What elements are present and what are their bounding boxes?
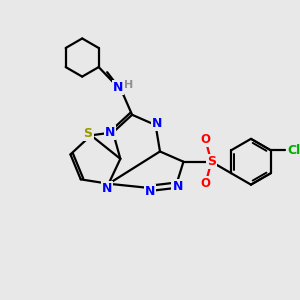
Text: N: N xyxy=(152,117,162,130)
Text: Cl: Cl xyxy=(288,144,300,157)
Text: N: N xyxy=(102,182,112,195)
Text: S: S xyxy=(207,155,216,168)
Text: O: O xyxy=(200,177,211,190)
Text: N: N xyxy=(145,184,155,198)
Text: N: N xyxy=(113,81,124,94)
Text: N: N xyxy=(172,180,183,193)
Text: H: H xyxy=(124,80,133,90)
Text: O: O xyxy=(200,133,211,146)
Text: S: S xyxy=(84,128,93,140)
Text: N: N xyxy=(105,126,115,139)
